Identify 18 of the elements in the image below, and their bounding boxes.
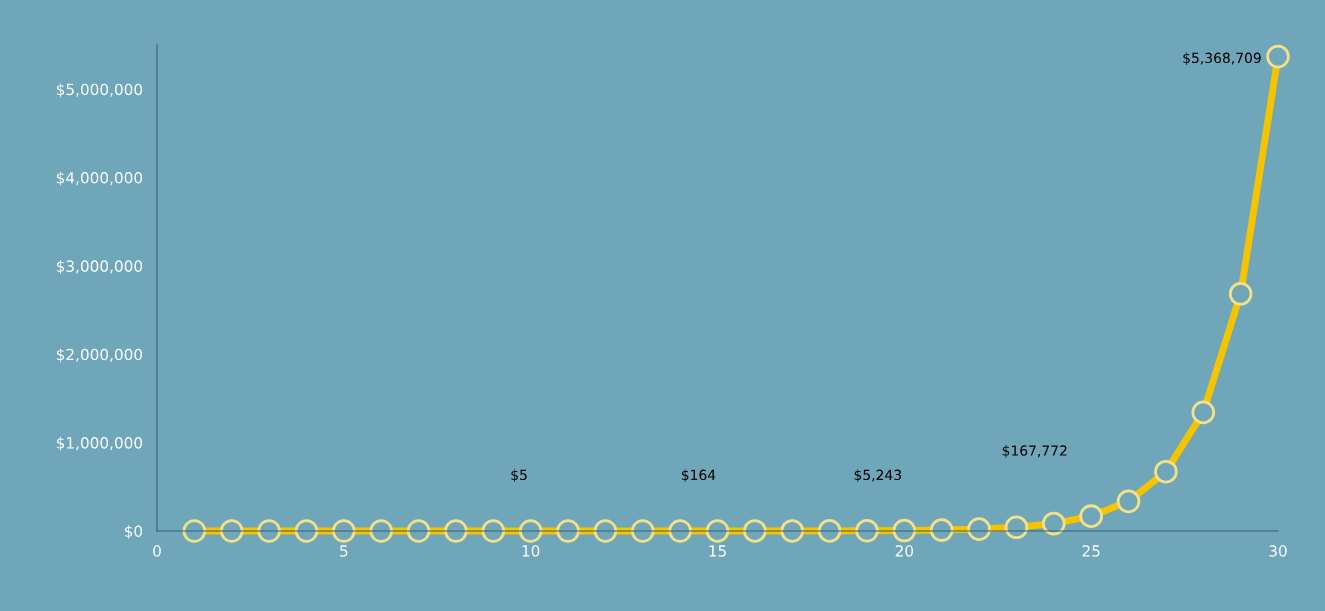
annotation: $5,243 <box>854 469 901 482</box>
y-tick-label: $0 <box>124 525 143 540</box>
x-tick-label: 15 <box>709 545 726 557</box>
annotation: $5 <box>511 469 527 482</box>
annotation: $164 <box>681 469 716 482</box>
x-tick-label: 5 <box>340 545 348 557</box>
y-tick-label: $3,000,000 <box>56 260 143 274</box>
x-tick-label: 20 <box>895 545 914 557</box>
x-tick-label: 25 <box>1082 545 1100 557</box>
y-tick-label: $5,000,000 <box>56 83 143 98</box>
y-tick-label: $2,000,000 <box>56 348 143 363</box>
x-tick-label: 30 <box>1269 545 1287 557</box>
annotation: $5,368,709 <box>1183 52 1261 65</box>
y-tick-label: $4,000,000 <box>56 171 143 186</box>
x-tick-label: 10 <box>522 545 540 557</box>
x-tick-label: 0 <box>153 545 161 557</box>
y-tick-label: $1,000,000 <box>56 436 143 451</box>
annotation: $167,772 <box>1002 445 1067 458</box>
